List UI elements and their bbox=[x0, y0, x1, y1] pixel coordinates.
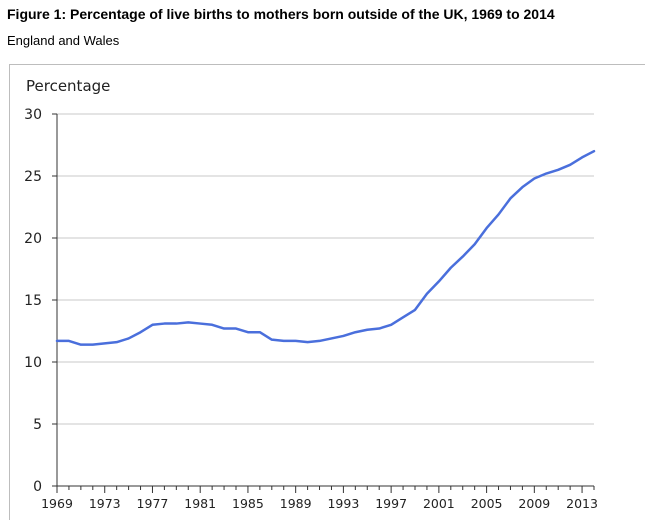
x-tick-label-1973: 1973 bbox=[89, 496, 121, 511]
gridlines bbox=[57, 113, 594, 425]
y-tick-label-25: 25 bbox=[24, 169, 42, 185]
x-tick-label-1993: 1993 bbox=[327, 496, 359, 511]
x-tick-label-1985: 1985 bbox=[232, 496, 264, 511]
x-tick-label-2005: 2005 bbox=[471, 496, 503, 511]
data-point-2012 bbox=[569, 164, 571, 166]
series-line-0 bbox=[55, 149, 596, 346]
y-tick-label-15: 15 bbox=[24, 293, 42, 309]
data-point-1991 bbox=[318, 340, 321, 342]
data-point-1977 bbox=[151, 324, 154, 326]
x-tick-label-2001: 2001 bbox=[423, 496, 455, 511]
x-tick-label-1977: 1977 bbox=[137, 496, 169, 511]
data-point-1971 bbox=[80, 343, 82, 346]
y-tick-label-10: 10 bbox=[24, 355, 42, 371]
data-point-1978 bbox=[163, 322, 166, 325]
data-point-2007 bbox=[509, 197, 512, 200]
x-tick-label-1997: 1997 bbox=[375, 496, 407, 511]
data-point-2003 bbox=[461, 255, 464, 258]
data-point-1984 bbox=[235, 327, 237, 330]
y-tick-label-5: 5 bbox=[33, 417, 42, 433]
data-point-1995 bbox=[366, 328, 369, 331]
chart-title: Figure 1: Percentage of live births to m… bbox=[7, 6, 555, 22]
data-point-2014 bbox=[593, 150, 595, 152]
data-point-1987 bbox=[271, 338, 273, 341]
y-axis-ticks: 0 5 10 15 20 25 30 bbox=[24, 107, 57, 495]
data-point-1985 bbox=[247, 331, 249, 334]
data-point-2005 bbox=[485, 227, 488, 229]
data-point-1994 bbox=[354, 331, 357, 334]
data-point-1998 bbox=[402, 316, 404, 319]
data-point-2006 bbox=[497, 213, 500, 216]
x-tick-label-2013: 2013 bbox=[566, 496, 598, 511]
y-axis-label: Percentage bbox=[26, 77, 110, 95]
data-point-1980 bbox=[187, 321, 190, 324]
x-axis-ticks: 1969 1973 1977 1981 1985 1989 1993 1997 2001 2005… bbox=[41, 486, 598, 511]
data-point-1996 bbox=[378, 327, 381, 330]
x-tick-label-1989: 1989 bbox=[280, 496, 312, 511]
y-tick-label-20: 20 bbox=[24, 231, 42, 247]
x-tick-label-1969: 1969 bbox=[41, 496, 73, 511]
data-point-2009 bbox=[533, 177, 536, 180]
y-tick-label-0: 0 bbox=[33, 479, 42, 495]
data-point-2001 bbox=[438, 280, 440, 283]
data-point-1983 bbox=[223, 327, 225, 330]
data-point-1969 bbox=[56, 340, 58, 342]
data-point-2010 bbox=[545, 172, 548, 175]
data-point-1970 bbox=[68, 340, 70, 342]
x-tick-label-1981: 1981 bbox=[184, 496, 216, 511]
chart-frame bbox=[9, 64, 645, 520]
data-point-2011 bbox=[557, 169, 559, 171]
data-point-1975 bbox=[127, 337, 130, 340]
data-point-2002 bbox=[450, 266, 452, 269]
data-point-1993 bbox=[342, 335, 345, 337]
data-point-2004 bbox=[473, 243, 476, 245]
data-point-1997 bbox=[390, 324, 392, 326]
data-point-1982 bbox=[211, 324, 213, 326]
data-point-1986 bbox=[259, 331, 261, 334]
chart-subtitle: England and Wales bbox=[7, 33, 120, 48]
series-group bbox=[55, 149, 596, 346]
data-point-1979 bbox=[175, 322, 178, 325]
data-point-2008 bbox=[521, 186, 524, 188]
data-point-1972 bbox=[92, 343, 94, 346]
data-point-1974 bbox=[115, 341, 118, 343]
data-point-1990 bbox=[306, 341, 309, 343]
y-tick-label-30: 30 bbox=[24, 107, 42, 123]
data-point-2013 bbox=[581, 156, 583, 159]
data-point-1989 bbox=[294, 340, 297, 342]
data-point-1999 bbox=[414, 309, 416, 311]
data-point-1981 bbox=[199, 322, 201, 325]
data-point-2000 bbox=[426, 293, 428, 295]
data-point-1992 bbox=[330, 337, 333, 340]
data-point-1976 bbox=[139, 331, 142, 334]
data-point-1988 bbox=[282, 340, 285, 342]
x-tick-label-2009: 2009 bbox=[518, 496, 550, 511]
data-point-1973 bbox=[103, 342, 106, 345]
